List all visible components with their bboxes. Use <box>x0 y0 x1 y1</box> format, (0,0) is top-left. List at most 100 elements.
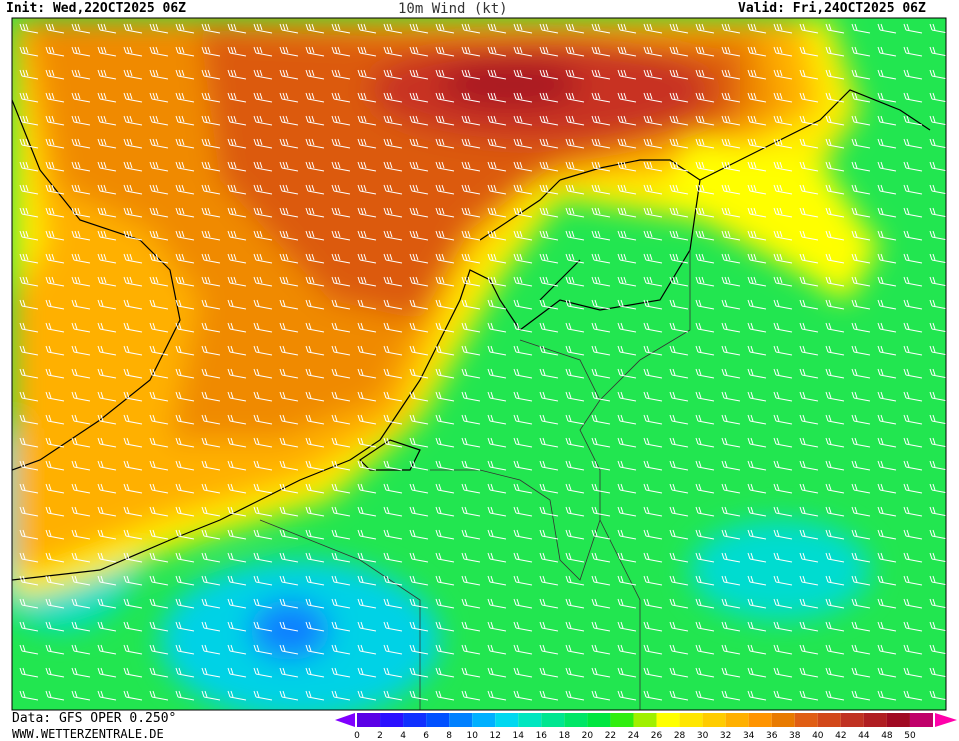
wind-barb <box>669 483 689 494</box>
wind-barb <box>539 322 559 333</box>
wind-barb <box>149 69 169 80</box>
wind-barb <box>461 184 481 195</box>
wind-barb <box>19 414 39 425</box>
wind-barb <box>799 598 819 609</box>
wind-barb <box>695 552 715 563</box>
colorbar-swatch <box>564 713 588 727</box>
wind-barb <box>877 621 897 632</box>
wind-barb <box>591 207 611 218</box>
wind-barb <box>747 207 767 218</box>
wind-barb <box>201 506 221 517</box>
wind-barb <box>45 575 65 586</box>
wind-barb <box>123 92 143 103</box>
valid-label: Valid: Fri,24OCT2025 06Z <box>738 1 926 16</box>
wind-barb <box>279 115 299 126</box>
wind-barb <box>383 230 403 241</box>
wind-barb <box>773 667 793 678</box>
wind-barb <box>227 414 247 425</box>
borders <box>259 250 691 710</box>
wind-barb <box>695 529 715 540</box>
wind-barb <box>773 322 793 333</box>
wind-barb <box>45 460 65 471</box>
wind-barb <box>97 115 117 126</box>
wind-barb <box>539 276 559 287</box>
wind-barb <box>851 230 871 241</box>
wind-barb <box>123 552 143 563</box>
wind-barb <box>461 92 481 103</box>
wind-barb <box>71 299 91 310</box>
wind-barb <box>357 483 377 494</box>
wind-barb <box>565 552 585 563</box>
wind-barb <box>929 621 946 632</box>
wind-barb <box>539 575 559 586</box>
wind-barb <box>695 276 715 287</box>
wind-barb <box>97 690 117 701</box>
wind-barb <box>149 414 169 425</box>
wind-barb <box>513 184 533 195</box>
wind-barb <box>591 621 611 632</box>
wind-barb <box>877 184 897 195</box>
wind-barb <box>331 667 351 678</box>
wind-barb <box>71 552 91 563</box>
wind-barb <box>435 437 455 448</box>
wind-barb <box>773 115 793 126</box>
wind-barb <box>279 92 299 103</box>
wind-barb <box>71 138 91 149</box>
colorbar-swatch <box>909 713 933 727</box>
wind-barb <box>357 621 377 632</box>
wind-barb <box>227 483 247 494</box>
wind-barb <box>513 138 533 149</box>
wind-barb <box>227 644 247 655</box>
wind-barb <box>97 621 117 632</box>
wind-barb <box>227 23 247 34</box>
wind-barb <box>461 345 481 356</box>
wind-barb <box>747 276 767 287</box>
wind-barb <box>357 115 377 126</box>
wind-barb <box>331 529 351 540</box>
wind-barb <box>721 368 741 379</box>
wind-barb <box>175 299 195 310</box>
wind-barb <box>825 299 845 310</box>
wind-barb <box>175 276 195 287</box>
wind-barb <box>669 299 689 310</box>
wind-barb <box>643 23 663 34</box>
wind-barb <box>253 552 273 563</box>
wind-barb <box>617 138 637 149</box>
wind-barb <box>877 115 897 126</box>
wind-barb <box>513 644 533 655</box>
wind-barb <box>149 138 169 149</box>
wind-barb <box>201 23 221 34</box>
wind-barb <box>435 138 455 149</box>
wind-barb <box>383 598 403 609</box>
wind-barb <box>201 115 221 126</box>
wind-barb <box>591 276 611 287</box>
wind-barb <box>45 69 65 80</box>
wind-barb <box>513 575 533 586</box>
wind-barb <box>695 598 715 609</box>
wind-barb <box>591 644 611 655</box>
wind-barb <box>565 506 585 517</box>
colorbar-swatch <box>748 713 772 727</box>
wind-barb <box>591 299 611 310</box>
wind-barb <box>19 644 39 655</box>
wind-barb <box>279 644 299 655</box>
wind-barb <box>643 460 663 471</box>
wind-barb <box>409 345 429 356</box>
wind-barb <box>799 437 819 448</box>
wind-barb <box>331 138 351 149</box>
wind-barb <box>357 667 377 678</box>
wind-barb <box>45 391 65 402</box>
wind-barb <box>825 414 845 425</box>
wind-barb <box>123 253 143 264</box>
wind-barb <box>435 345 455 356</box>
wind-barb <box>461 115 481 126</box>
wind-barb <box>721 161 741 172</box>
wind-barb <box>175 253 195 264</box>
wind-barb <box>825 598 845 609</box>
wind-barb <box>877 207 897 218</box>
wind-barb <box>565 138 585 149</box>
wind-barb <box>695 299 715 310</box>
wind-barb <box>305 552 325 563</box>
wind-barb <box>721 115 741 126</box>
